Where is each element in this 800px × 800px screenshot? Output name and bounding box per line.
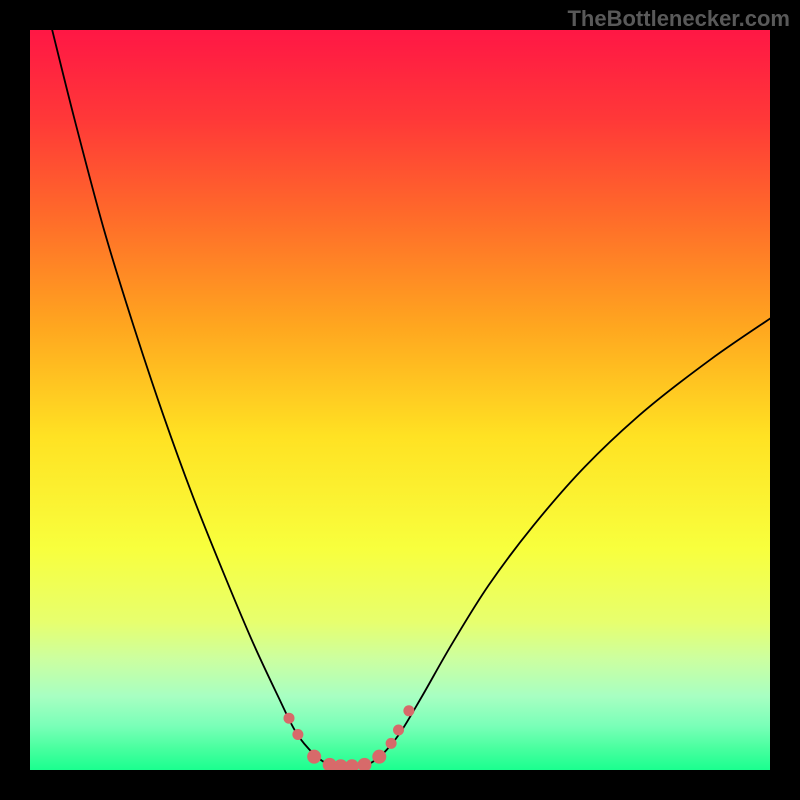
marker-point [386, 738, 397, 749]
chart-frame: TheBottlenecker.com [0, 0, 800, 800]
plot-area [30, 30, 770, 770]
marker-point [393, 725, 404, 736]
plot-svg [30, 30, 770, 770]
marker-point [403, 705, 414, 716]
marker-point [284, 713, 295, 724]
marker-point [372, 750, 386, 764]
marker-point [292, 729, 303, 740]
marker-point [307, 750, 321, 764]
watermark-text: TheBottlenecker.com [567, 6, 790, 32]
